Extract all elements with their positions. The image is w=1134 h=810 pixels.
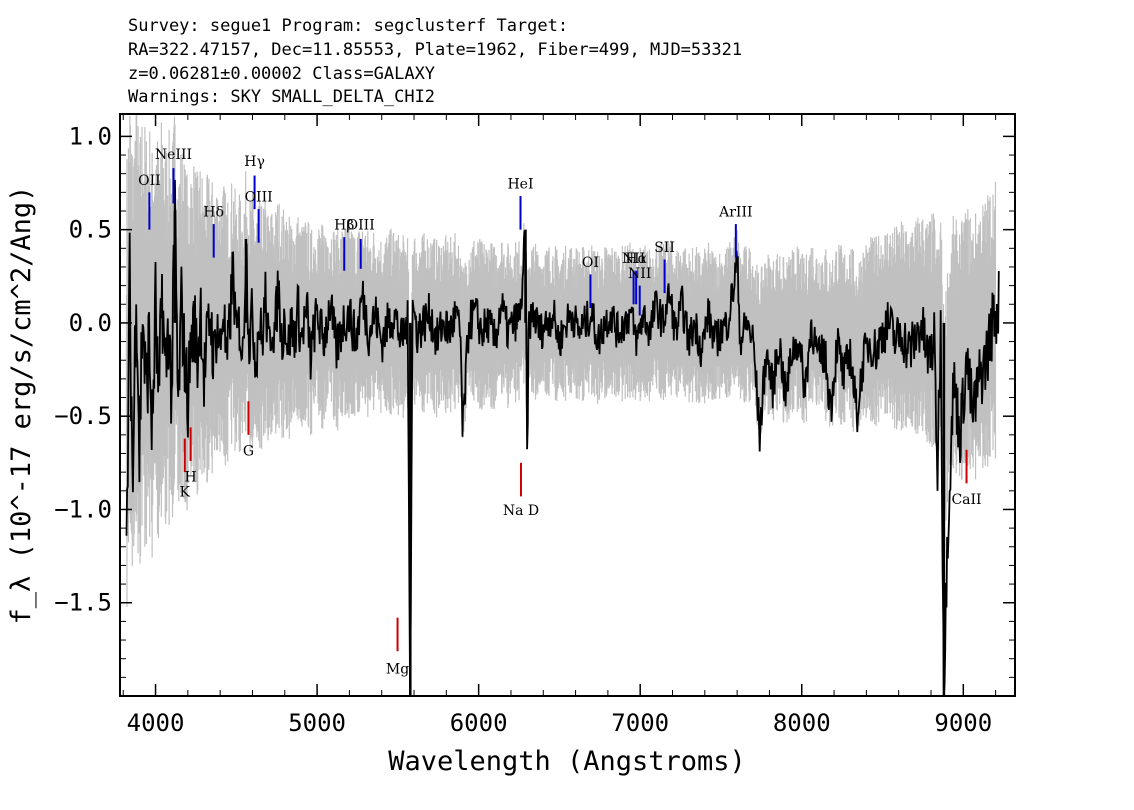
line-label: SII	[654, 240, 675, 256]
line-label: Mg	[386, 662, 409, 678]
header-line-coordinates: RA=322.47157, Dec=11.85553, Plate=1962, …	[128, 40, 742, 60]
x-tick-label: 4000	[127, 709, 185, 737]
y-tick-label: 0.0	[69, 309, 112, 337]
y-axis-title: f_λ (10^-17 erg/s/cm^2/Ang)	[6, 186, 37, 625]
line-label: G	[243, 443, 254, 459]
header-line-redshift: z=0.06281±0.00002 Class=GALAXY	[128, 64, 435, 84]
x-tick-label: 7000	[611, 709, 669, 737]
line-label: Hβ	[334, 218, 354, 234]
plot-frame	[119, 113, 1016, 697]
y-tick-label: −0.5	[54, 402, 112, 430]
line-label: OIII	[245, 190, 273, 206]
x-tick-label: 5000	[288, 709, 346, 737]
line-label: H	[184, 469, 196, 485]
header-line-survey: Survey: segue1 Program: segclusterf Targ…	[128, 16, 568, 36]
line-label: HeI	[507, 177, 533, 193]
line-label: NII	[628, 266, 651, 282]
x-tick-label: 8000	[773, 709, 831, 737]
line-label: OI	[582, 255, 599, 271]
x-axis-title: Wavelength (Angstroms)	[388, 746, 746, 777]
line-label: K	[180, 484, 191, 500]
header-line-warnings: Warnings: SKY SMALL_DELTA_CHI2	[128, 87, 435, 107]
axis-ticks: 4000 5000 6000 7000 8000 9000 −1.5 −1.0 −0.5 0.0 0…	[54, 114, 1015, 737]
line-label: Hδ	[203, 205, 224, 221]
x-tick-label: 6000	[450, 709, 508, 737]
flux-series-line	[125, 179, 1000, 697]
line-label: OII	[138, 173, 161, 189]
header-block: Survey: segue1 Program: segclusterf Targ…	[128, 16, 742, 107]
line-label: Na D	[503, 503, 539, 519]
line-label: Hα	[625, 251, 647, 267]
y-tick-label: 1.0	[69, 122, 112, 150]
line-label: OIII	[347, 218, 375, 234]
y-tick-label: −1.5	[54, 589, 112, 617]
y-tick-label: −1.0	[54, 495, 112, 523]
line-label: Hγ	[244, 154, 265, 170]
line-label: NII	[622, 251, 645, 267]
y-tick-label: 0.5	[69, 216, 112, 244]
line-label: ArIII	[718, 205, 752, 221]
line-label: NeIII	[155, 147, 192, 163]
x-tick-label: 9000	[934, 709, 992, 737]
line-label: CaII	[951, 492, 981, 508]
